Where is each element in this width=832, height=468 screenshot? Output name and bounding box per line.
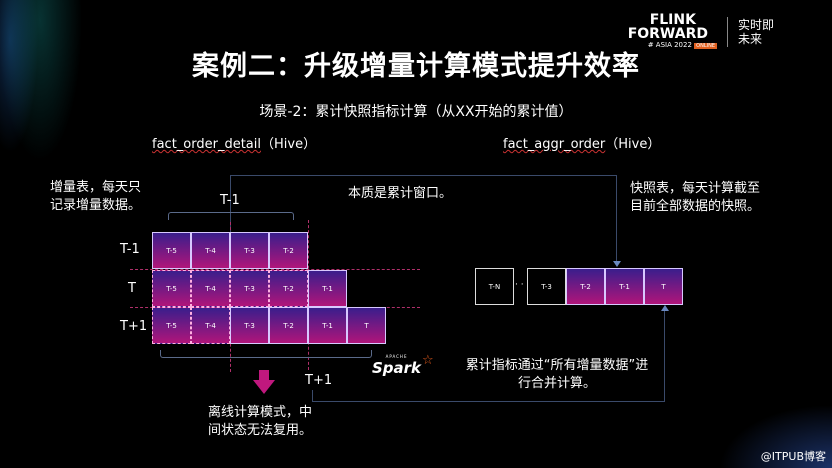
row-label: T+1 — [120, 319, 148, 334]
grid-cell: T-3 — [230, 270, 269, 307]
connector-line — [230, 175, 617, 265]
note-line: 离线计算模式，中 — [208, 405, 313, 420]
snapshot-cell: T-N — [475, 268, 514, 305]
grid-cell: T-5 — [152, 307, 191, 344]
arrow-down-icon — [253, 370, 275, 394]
brace — [160, 350, 372, 358]
table-suffix: （Hive） — [261, 137, 317, 152]
row-label: T — [128, 281, 136, 296]
grid-cell: T-4 — [191, 270, 230, 307]
grid-cell: T-1 — [308, 270, 347, 307]
grid-cell: T — [347, 307, 386, 344]
grid-cell: T-4 — [191, 232, 230, 269]
logo-text: APACHE — [385, 354, 408, 359]
flink-forward-logo: FLINK FORWARD # ASIA 2022 ONLINE 实时即 未来 — [628, 13, 774, 51]
connector-line — [312, 310, 665, 402]
center-note: 本质是累计窗口。 — [348, 186, 453, 201]
grid-cell: T-3 — [230, 307, 269, 344]
table-name: fact_order_detail — [152, 137, 261, 152]
grid-cell: T-2 — [269, 307, 308, 344]
spark-note: 累计指标通过“所有增量数据”进 行合并计算。 — [444, 357, 670, 393]
logo-text: Spark — [372, 359, 422, 377]
left-note: 增量表，每天只 记录增量数据。 — [50, 179, 141, 215]
note-line: 累计指标通过“所有增量数据”进 — [465, 358, 649, 373]
note-line: 记录增量数据。 — [50, 198, 142, 213]
table-name: fact_aggr_order — [503, 137, 606, 152]
connector-line — [312, 390, 313, 402]
logo-text: # ASIA 2022 — [647, 41, 692, 49]
grid-cell: T-2 — [269, 232, 308, 269]
arrow-up-icon — [661, 305, 669, 311]
logo-text: 未来 — [737, 32, 762, 46]
star-icon: ☆ — [422, 353, 434, 368]
note-line: 行合并计算。 — [517, 376, 596, 391]
logo-badge: ONLINE — [694, 43, 717, 49]
right-note: 快照表，每天计算截至 目前全部数据的快照。 — [630, 180, 760, 216]
guide-line — [130, 269, 420, 270]
brace-top-label: T-1 — [220, 193, 240, 208]
snapshot-cell: T-3 — [527, 268, 566, 305]
left-table-label: fact_order_detail（Hive） — [152, 136, 316, 154]
brace — [168, 212, 294, 220]
note-line: 目前全部数据的快照。 — [630, 199, 761, 214]
subtitle: 场景-2：累计快照指标计算（从XX开始的累计值） — [259, 104, 573, 120]
note-line: 快照表，每天计算截至 — [630, 181, 761, 196]
note-line: 增量表，每天只 — [50, 180, 142, 195]
ellipsis: · · — [515, 280, 524, 290]
watermark: @ITPUB博客 — [760, 450, 826, 463]
right-table-label: fact_aggr_order（Hive） — [503, 136, 660, 154]
snapshot-cell: T-2 — [566, 268, 605, 305]
snapshot-cell: T — [644, 268, 683, 305]
spark-logo: APACHE Spark ☆ — [372, 353, 434, 378]
logo-text: FLINK — [649, 12, 696, 28]
table-suffix: （Hive） — [605, 137, 661, 152]
brace-bottom-label: T+1 — [305, 373, 333, 388]
grid-cell: T-3 — [230, 232, 269, 269]
page-title: 案例二：升级增量计算模式提升效率 — [192, 51, 640, 82]
snapshot-cell: T-1 — [605, 268, 644, 305]
logo-text: FORWARD — [627, 26, 708, 42]
offline-note: 离线计算模式，中 间状态无法复用。 — [208, 404, 312, 440]
logo-text: 实时即 — [737, 18, 774, 32]
row-label: T-1 — [120, 242, 140, 257]
grid-cell: T-4 — [191, 307, 230, 344]
grid-cell: T-1 — [308, 307, 347, 344]
grid-cell: T-2 — [269, 270, 308, 307]
arrow-down-icon — [613, 261, 621, 267]
grid-cell: T-5 — [152, 270, 191, 307]
note-line: 间状态无法复用。 — [208, 423, 313, 438]
grid-cell: T-5 — [152, 232, 191, 269]
